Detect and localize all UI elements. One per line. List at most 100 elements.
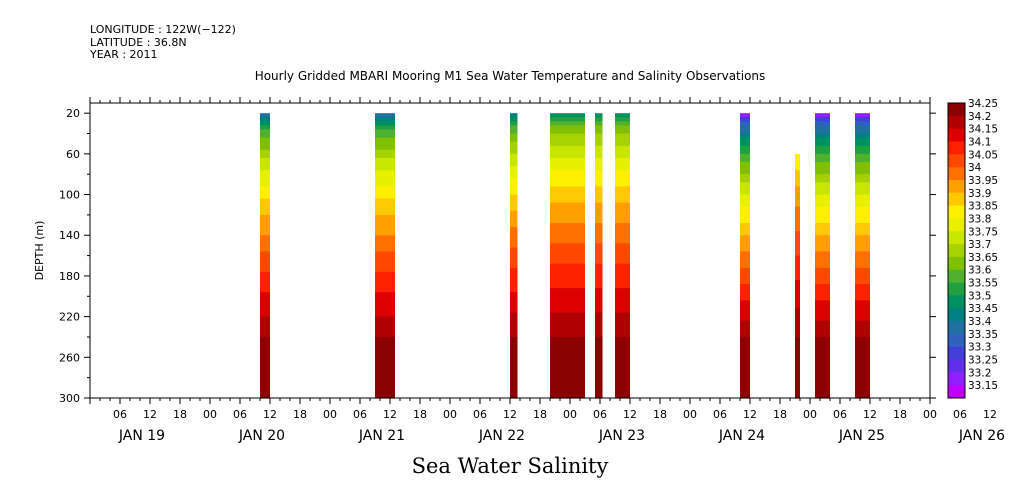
salinity-cell <box>795 349 800 354</box>
salinity-cell <box>615 320 630 326</box>
salinity-cell <box>815 174 830 179</box>
salinity-cell <box>855 300 870 306</box>
salinity-cell <box>595 141 603 147</box>
salinity-cell <box>855 218 870 224</box>
salinity-cell <box>550 324 585 330</box>
salinity-cell <box>855 133 870 139</box>
salinity-cell <box>260 385 270 391</box>
salinity-cell <box>615 312 630 318</box>
salinity-cell <box>510 357 518 362</box>
salinity-cell <box>615 324 630 330</box>
salinity-cell <box>615 373 630 379</box>
salinity-cell <box>260 312 270 318</box>
salinity-cell <box>260 324 270 330</box>
salinity-cell <box>550 288 585 293</box>
salinity-cell <box>375 336 395 342</box>
salinity-cell <box>855 259 870 265</box>
salinity-cell <box>740 145 750 151</box>
salinity-cell <box>795 259 800 265</box>
salinity-cell <box>740 316 750 322</box>
salinity-cell <box>815 259 830 265</box>
salinity-cell <box>855 271 870 277</box>
salinity-cell <box>595 243 603 249</box>
salinity-cell <box>615 316 630 322</box>
colorbar-label: 34.05 <box>968 149 998 161</box>
x-hour-tick-label: 06 <box>113 408 127 421</box>
salinity-cell <box>795 336 800 342</box>
colorbar-label: 33.45 <box>968 303 998 315</box>
salinity-cell <box>510 166 518 171</box>
salinity-cell <box>260 149 270 155</box>
salinity-cell <box>510 239 518 244</box>
colorbar-label: 33.5 <box>968 290 991 302</box>
salinity-cell <box>550 292 585 297</box>
salinity-cell <box>595 393 603 399</box>
salinity-cell <box>815 223 830 228</box>
salinity-cell <box>615 255 630 261</box>
salinity-cell <box>595 214 603 220</box>
salinity-cell <box>615 284 630 289</box>
x-hour-tick-label: 12 <box>263 408 277 421</box>
salinity-cell <box>855 239 870 244</box>
salinity-cell <box>615 365 630 371</box>
salinity-cell <box>615 129 630 135</box>
salinity-cell <box>595 223 603 228</box>
salinity-cell <box>855 214 870 220</box>
salinity-cell <box>550 239 585 244</box>
salinity-cell <box>260 263 270 269</box>
salinity-cell <box>815 369 830 375</box>
salinity-cell <box>550 162 585 167</box>
salinity-cell <box>615 275 630 281</box>
salinity-cell <box>375 267 395 273</box>
salinity-cell <box>510 316 518 322</box>
salinity-cell <box>740 239 750 244</box>
salinity-cell <box>510 263 518 269</box>
salinity-cell <box>510 385 518 391</box>
salinity-cell <box>855 304 870 310</box>
salinity-cell <box>375 393 395 399</box>
colorbar-swatch <box>948 295 965 309</box>
salinity-cell <box>795 182 800 188</box>
salinity-cell <box>595 129 603 135</box>
x-hour-tick-label: 18 <box>893 408 907 421</box>
salinity-cell <box>595 235 603 240</box>
data-segment <box>740 113 750 399</box>
salinity-cell <box>740 345 750 350</box>
salinity-cell <box>795 206 800 212</box>
salinity-cell <box>740 117 750 122</box>
salinity-cell <box>795 235 800 240</box>
x-day-label: JAN 26 <box>958 428 1005 444</box>
salinity-cell <box>510 162 518 167</box>
colorbar-label: 33.75 <box>968 226 998 238</box>
salinity-cell <box>595 125 603 131</box>
salinity-cell <box>595 332 603 338</box>
salinity-cell <box>260 328 270 334</box>
salinity-cell <box>740 284 750 289</box>
salinity-cell <box>740 361 750 367</box>
salinity-cell <box>595 389 603 395</box>
salinity-cell <box>740 190 750 196</box>
salinity-cell <box>375 312 395 318</box>
salinity-cell <box>815 280 830 285</box>
salinity-cell <box>550 280 585 285</box>
salinity-cell <box>260 243 270 249</box>
salinity-cell <box>615 133 630 139</box>
salinity-cell <box>260 300 270 306</box>
salinity-cell <box>550 271 585 277</box>
salinity-cell <box>260 117 270 122</box>
colorbar-swatch <box>948 256 965 271</box>
salinity-cell <box>375 296 395 301</box>
salinity-cell <box>260 369 270 375</box>
salinity-cell <box>375 202 395 208</box>
data-segment <box>550 113 585 399</box>
salinity-cell <box>550 267 585 273</box>
salinity-cell <box>740 304 750 310</box>
salinity-cell <box>815 304 830 310</box>
salinity-cell <box>550 214 585 220</box>
salinity-cell <box>815 218 830 224</box>
salinity-cell <box>595 251 603 257</box>
salinity-cell <box>510 377 518 383</box>
salinity-cell <box>375 320 395 326</box>
data-segment <box>260 113 270 399</box>
salinity-cell <box>550 365 585 371</box>
